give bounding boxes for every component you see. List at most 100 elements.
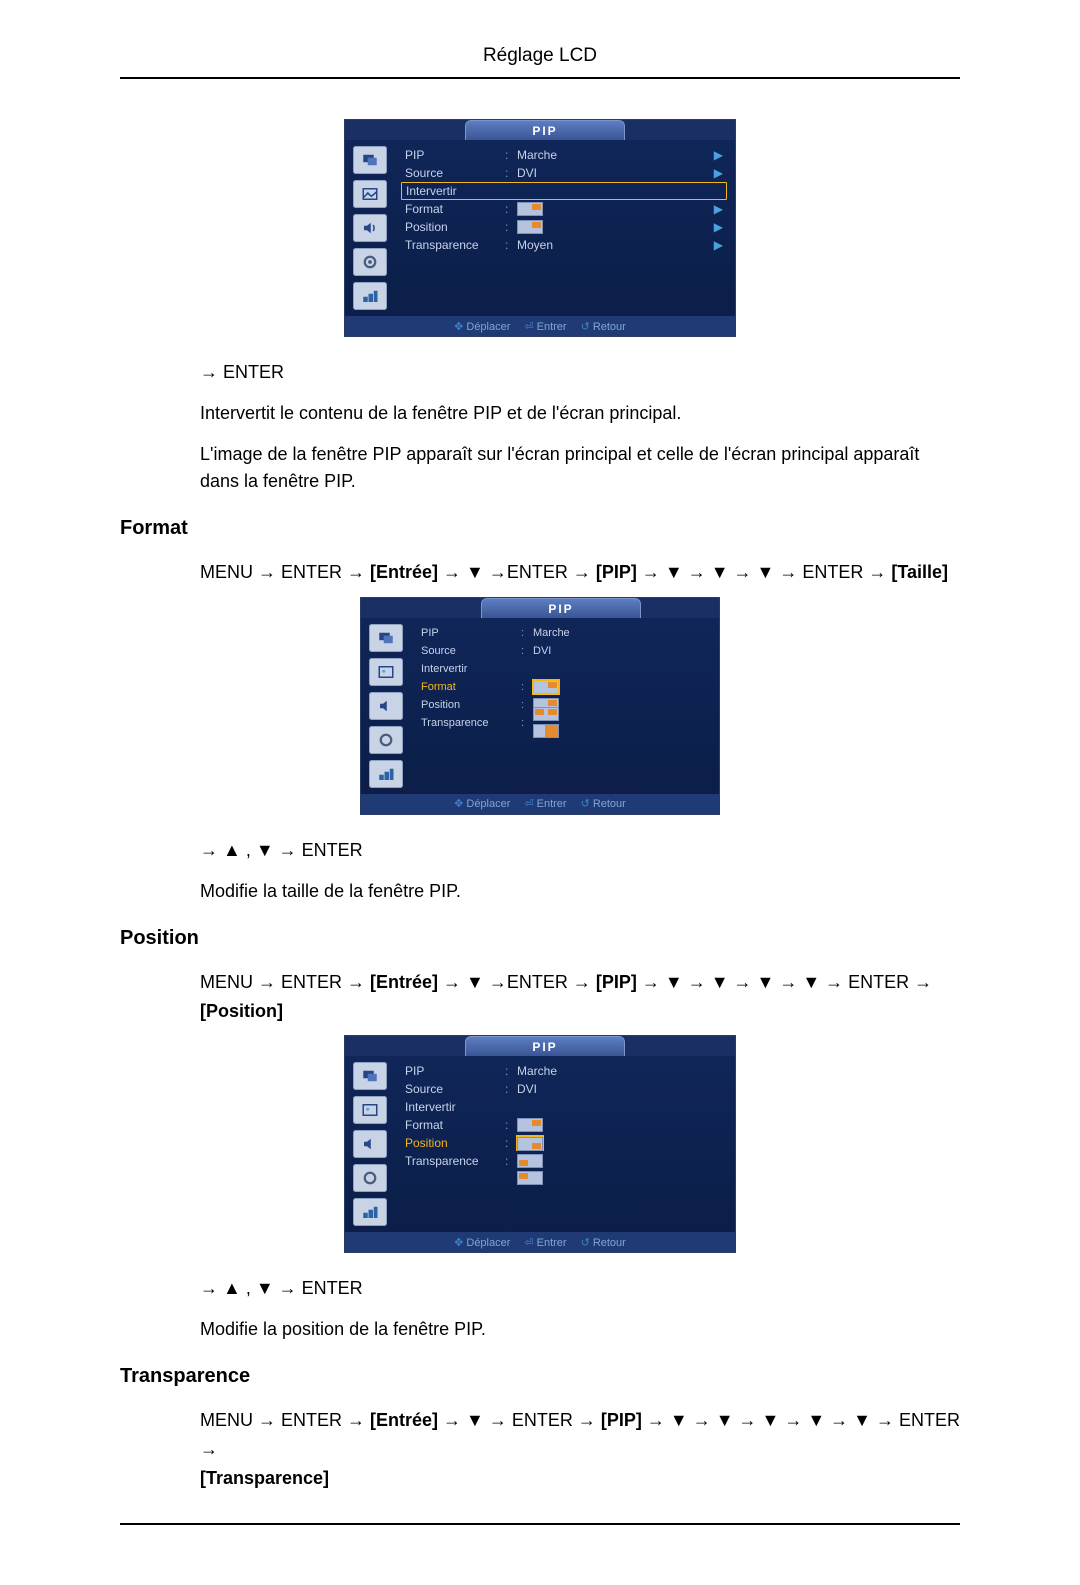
osd-tabbar: PIP: [345, 120, 735, 140]
osd-label: Intervertir: [406, 184, 506, 198]
setup-icon: [353, 1164, 387, 1192]
osd-rows: PIP : Marche ▶ Source : DVI ▶ Interverti…: [397, 140, 735, 316]
osd-row-pip: PIP:Marche: [401, 1062, 727, 1080]
osd-row-intervertir: Intervertir: [417, 660, 711, 678]
multi-icon: [353, 1198, 387, 1226]
osd-value: [517, 220, 709, 234]
play-icon: ▶: [709, 202, 723, 216]
setup-icon: [369, 726, 403, 754]
input-icon: [369, 624, 403, 652]
position-desc: Modifie la position de la fenêtre PIP.: [200, 1316, 960, 1343]
setup-icon: [353, 248, 387, 276]
play-icon: ▶: [709, 166, 723, 180]
osd-value: Marche: [517, 148, 709, 162]
enter-icon: ⏎: [524, 798, 533, 810]
osd-rows: PIP:Marche Source:DVI Intervertir Format…: [397, 1056, 735, 1232]
play-icon: ▶: [709, 220, 723, 234]
play-icon: ▶: [709, 238, 723, 252]
osd-label: Format: [405, 202, 505, 216]
footer-return: Retour: [593, 321, 626, 333]
osd-value: Marche: [533, 627, 707, 639]
format-desc: Modifie la taille de la fenêtre PIP.: [200, 878, 960, 905]
osd-colon: :: [521, 717, 533, 729]
footer-move: Déplacer: [466, 321, 510, 333]
move-icon: ✥: [454, 798, 463, 810]
osd-tab-title: PIP: [465, 1036, 625, 1056]
footer-return: Retour: [593, 1237, 626, 1249]
osd-label: Format: [421, 681, 521, 693]
osd-label: Transparence: [421, 717, 521, 729]
osd-label: Format: [405, 1118, 505, 1132]
osd-row-format-highlighted: Format:: [417, 678, 711, 696]
osd-position: PIP PIP:Marche Source:DVI: [120, 1035, 960, 1253]
osd-sidebar: [345, 140, 397, 316]
osd-colon: :: [505, 220, 517, 234]
osd-colon: :: [505, 238, 517, 252]
transparence-nav-path: MENU → ENTER → [Entrée] → ▼ → ENTER → [P…: [200, 1406, 960, 1492]
osd-row-source: Source:DVI: [401, 1080, 727, 1098]
osd-footer: ✥Déplacer ⏎Entrer ↺Retour: [361, 794, 719, 814]
osd-colon: :: [521, 681, 533, 693]
return-icon: ↺: [581, 798, 590, 810]
page-container: Réglage LCD PIP PIP : March: [0, 0, 1080, 1585]
osd-value: DVI: [517, 166, 709, 180]
position-nav-after: → ▲ , ▼ → ENTER: [200, 1275, 960, 1302]
osd-label: Intervertir: [421, 663, 521, 675]
osd-value: [533, 680, 707, 694]
osd-row-pip: PIP : Marche ▶: [401, 146, 727, 164]
picture-icon: [353, 1096, 387, 1124]
osd-tabbar: PIP: [361, 598, 719, 618]
osd-row-pip: PIP:Marche: [417, 624, 711, 642]
footer-rule: [120, 1523, 960, 1525]
osd-colon: :: [505, 166, 517, 180]
footer-enter: Entrer: [537, 798, 567, 810]
osd-label: PIP: [405, 148, 505, 162]
osd-colon: :: [521, 699, 533, 711]
sound-icon: [353, 1130, 387, 1158]
osd-tab-title: PIP: [481, 598, 641, 618]
osd-value: DVI: [533, 645, 707, 657]
osd-colon: :: [505, 1082, 517, 1096]
osd-row-intervertir-selected: Intervertir: [401, 182, 727, 200]
input-icon: [353, 1062, 387, 1090]
footer-move: Déplacer: [466, 798, 510, 810]
move-icon: ✥: [454, 1237, 463, 1249]
return-icon: ↺: [581, 1237, 590, 1249]
osd-row-format: Format:: [401, 1116, 727, 1134]
osd-value: [517, 202, 709, 216]
footer-move: Déplacer: [466, 1237, 510, 1249]
picture-icon: [353, 180, 387, 208]
osd-label: Position: [405, 1136, 505, 1150]
return-icon: ↺: [581, 321, 590, 333]
osd-row-format: Format : ▶: [401, 200, 727, 218]
move-icon: ✥: [454, 321, 463, 333]
heading-position: Position: [120, 927, 960, 950]
osd-row-transparence: Transparence:: [417, 714, 711, 732]
osd-label: Source: [405, 166, 505, 180]
osd-tabbar: PIP: [345, 1036, 735, 1056]
header-rule: [120, 77, 960, 79]
osd-sidebar: [345, 1056, 397, 1232]
osd-colon: :: [505, 1064, 517, 1078]
osd-label: Intervertir: [405, 1100, 505, 1114]
osd-label: Transparence: [405, 1154, 505, 1168]
play-icon: ▶: [709, 148, 723, 162]
osd-label: Source: [405, 1082, 505, 1096]
heading-transparence: Transparence: [120, 1365, 960, 1388]
position-nav-path: MENU → ENTER → [Entrée] → ▼ →ENTER → [PI…: [200, 968, 960, 1026]
osd-value: [533, 707, 707, 738]
osd-colon: :: [521, 645, 533, 657]
intervertir-desc-2: L'image de la fenêtre PIP apparaît sur l…: [200, 441, 960, 495]
osd-sidebar: [361, 618, 413, 794]
osd-tab-title: PIP: [465, 120, 625, 140]
osd-label: Transparence: [405, 238, 505, 252]
osd-colon: :: [505, 148, 517, 162]
osd-row-transparence: Transparence : Moyen ▶: [401, 236, 727, 254]
osd-row-position: Position : ▶: [401, 218, 727, 236]
format-nav-path: MENU → ENTER → [Entrée] → ▼ →ENTER → [PI…: [200, 558, 960, 587]
footer-enter: Entrer: [537, 1237, 567, 1249]
sound-icon: [369, 692, 403, 720]
osd-label: PIP: [405, 1064, 505, 1078]
sound-icon: [353, 214, 387, 242]
osd-value: Marche: [517, 1064, 723, 1078]
